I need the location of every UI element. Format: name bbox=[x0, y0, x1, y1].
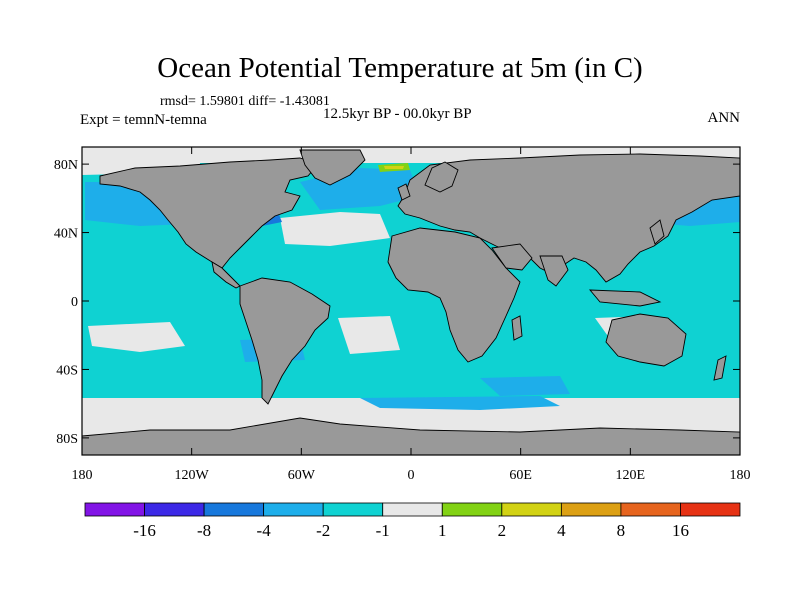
india bbox=[539, 255, 569, 287]
colorbar-label: 4 bbox=[557, 521, 566, 540]
colorbar-swatch bbox=[382, 502, 443, 517]
greenland bbox=[299, 149, 366, 186]
africa bbox=[387, 227, 521, 363]
new-zealand bbox=[713, 355, 727, 381]
time-period: 12.5kyr BP - 00.0kyr BP bbox=[323, 106, 472, 122]
y-tick-label: 40N bbox=[54, 227, 78, 242]
colorbar-label: -8 bbox=[197, 521, 211, 540]
colorbar-label: 16 bbox=[672, 521, 689, 540]
colorbar-label: 8 bbox=[617, 521, 626, 540]
x-tick-label: 120E bbox=[616, 468, 646, 483]
map-title: Ocean Potential Temperature at 5m (in C) bbox=[157, 52, 643, 84]
colorbar-label: -16 bbox=[133, 521, 156, 540]
season-label: ANN bbox=[707, 110, 741, 126]
colorbar-swatch bbox=[84, 502, 145, 517]
cool-patch-south-atlantic bbox=[360, 396, 560, 410]
colorbar-label: -2 bbox=[316, 521, 330, 540]
nordic-seas-warmer bbox=[384, 166, 404, 169]
south-pacific-light bbox=[88, 322, 185, 352]
y-axis-ticks: 80N 40N 0 40S 80S bbox=[54, 158, 740, 447]
colorbar-label: 2 bbox=[498, 521, 507, 540]
x-tick-label: 60E bbox=[509, 468, 532, 483]
colorbar-swatch bbox=[322, 502, 384, 517]
stats-line: rmsd= 1.59801 diff= -1.43081 bbox=[160, 94, 330, 109]
north-america bbox=[99, 157, 319, 269]
landmasses bbox=[81, 149, 741, 456]
y-tick-label: 40S bbox=[56, 363, 78, 378]
colorbar-swatch bbox=[263, 502, 324, 517]
british-isles bbox=[397, 183, 411, 201]
x-tick-label: 60W bbox=[288, 468, 316, 483]
experiment-label: Expt = temnN-temna bbox=[80, 112, 207, 128]
x-tick-label: 120W bbox=[175, 468, 210, 483]
japan bbox=[649, 219, 665, 245]
north-atlantic-subtropical-light bbox=[280, 212, 390, 246]
australia bbox=[605, 313, 687, 367]
colorbar-label: 1 bbox=[438, 521, 447, 540]
colorbar-label: -1 bbox=[376, 521, 390, 540]
colorbar-swatch bbox=[441, 502, 503, 517]
x-tick-label: 180 bbox=[72, 468, 93, 483]
south-america bbox=[239, 277, 331, 405]
indonesia bbox=[589, 289, 662, 307]
eurasia bbox=[397, 153, 741, 283]
y-tick-label: 80S bbox=[56, 432, 78, 447]
colorbar: -16 -8 -4 -2 -1 1 2 4 8 16 bbox=[84, 502, 741, 540]
colorbar-swatch bbox=[680, 502, 741, 517]
madagascar bbox=[511, 315, 523, 341]
arabian-peninsula bbox=[491, 243, 533, 271]
colorbar-swatch bbox=[501, 502, 562, 517]
colorbar-swatch bbox=[144, 502, 205, 517]
colorbar-swatch bbox=[620, 502, 681, 517]
central-america bbox=[211, 261, 241, 289]
y-tick-label: 80N bbox=[54, 158, 78, 173]
colorbar-swatch bbox=[560, 502, 622, 517]
cool-patch-south-indian bbox=[480, 376, 570, 396]
x-tick-label: 0 bbox=[408, 468, 415, 483]
scandinavia bbox=[424, 161, 459, 193]
colorbar-swatch bbox=[203, 502, 265, 517]
colorbar-label: -4 bbox=[257, 521, 272, 540]
x-tick-label: 180 bbox=[730, 468, 751, 483]
x-axis-ticks: 180 120W 60W 0 60E 120E 180 bbox=[72, 147, 751, 483]
south-atlantic-light bbox=[338, 316, 400, 354]
y-tick-label: 0 bbox=[71, 295, 78, 310]
